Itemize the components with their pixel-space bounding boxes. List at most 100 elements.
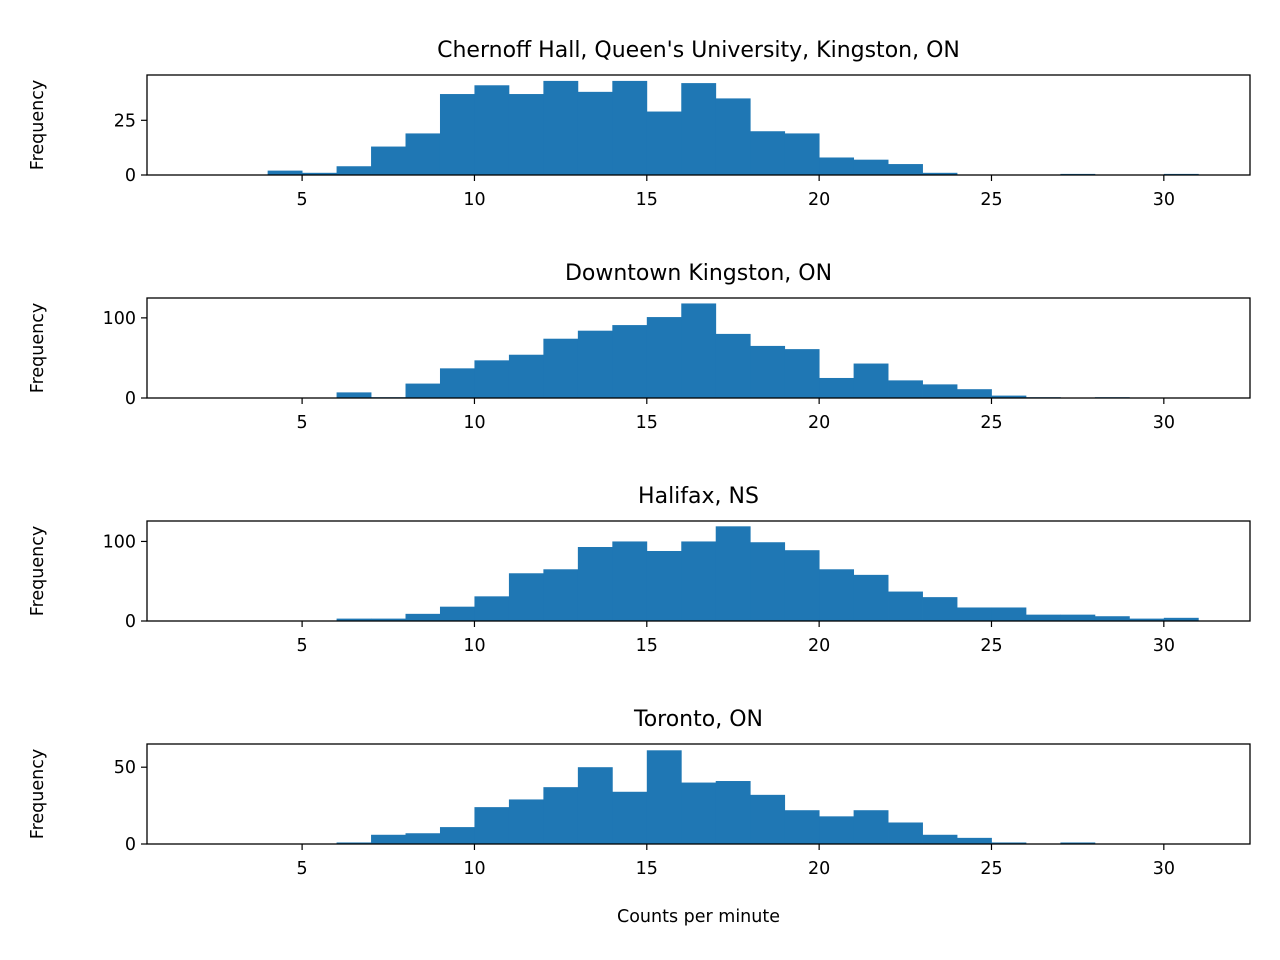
histogram-bar [302,172,337,175]
histogram-bar [405,383,441,398]
histogram-bar [646,550,682,621]
histogram-bar [750,131,786,175]
y-axis-label: Frequency [28,749,48,839]
histogram-bar [439,827,475,844]
histogram-bar [957,607,992,621]
histogram-bar [612,325,648,398]
axes-frame [146,520,1251,622]
histogram-bar [612,791,648,844]
histogram-bar [819,569,855,621]
histogram-bar [715,333,751,398]
x-tick-label: 25 [980,636,1002,656]
histogram-bar [543,338,579,398]
histogram-bar [681,303,717,398]
histogram-bar [577,330,613,398]
histogram-bar [336,618,372,621]
y-axis-label: Frequency [28,526,48,616]
histogram-bar [681,782,717,844]
x-tick-label: 20 [808,859,830,879]
x-tick-label: 20 [808,190,830,210]
histogram-bar [853,363,889,398]
histogram-bar [508,354,544,398]
histogram-bar [646,111,682,175]
y-tick-label: 50 [114,758,136,778]
x-tick-label: 10 [463,636,485,656]
histogram-bar [1025,614,1061,621]
histogram-bar [508,573,544,621]
histogram-bar [991,607,1027,621]
histogram-bar [888,164,923,175]
histogram-bar [922,834,958,844]
histogram-bar [715,526,751,621]
x-tick-label: 30 [1153,190,1175,210]
chart-panel-4: 5 10 15 20 25 30 0 50 Toronto, ON Frequency Counts… [28,707,1251,927]
x-tick-label: 10 [463,413,485,433]
x-tick-label: 30 [1153,413,1175,433]
histogram-bar [474,85,510,175]
histogram-bar [991,395,1027,398]
histogram-bar [577,767,613,844]
histogram-bar [750,542,786,621]
histogram-bar [784,133,820,175]
histogram-bar [991,842,1027,844]
histogram-bar [371,618,406,621]
histogram-bar [853,574,889,621]
x-tick-label: 10 [463,190,485,210]
x-tick-label: 10 [463,859,485,879]
histogram-bar [405,133,441,175]
histogram-bar [922,384,958,398]
histogram-bar [371,834,406,844]
histogram-bar [1129,618,1165,621]
histogram-bar [508,799,544,844]
x-tick-label: 25 [980,413,1002,433]
y-tick-label: 0 [125,835,136,855]
histogram-bar [474,596,510,621]
chart-title: Chernoff Hall, Queen's University, Kings… [437,38,960,63]
histogram-bar [681,83,717,175]
y-tick-label: 100 [103,309,136,329]
histogram-bar [1163,617,1199,621]
chart-title: Toronto, ON [633,707,763,732]
histogram-bar [405,833,441,844]
x-tick-label: 25 [980,859,1002,879]
histogram-bar [888,822,923,844]
x-tick-label: 20 [808,636,830,656]
bars-group [336,750,1096,844]
histogram-bar [750,345,786,398]
y-tick-label: 0 [125,166,136,186]
chart-panel-3: 5 10 15 20 25 30 0 100 Halifax, NS Frequency [28,484,1251,656]
histogram-bar [336,392,372,398]
histogram-bar [336,842,372,844]
axes-frame [146,74,1251,176]
histogram-bar [439,94,475,175]
histogram-bar [612,541,648,621]
chart-panel-1: 5 10 15 20 25 30 0 25 Chernoff Hall, Queen's Uni… [28,38,1251,210]
histogram-bar [577,547,613,621]
histogram-bar [612,80,648,175]
bars-group [336,303,1130,398]
histogram-bar [646,317,682,398]
x-tick-label: 5 [297,190,308,210]
histogram-bar [543,80,579,175]
histogram-bar [819,816,855,844]
axes-frame [146,743,1251,845]
histogram-bar [543,569,579,621]
y-tick-label: 100 [103,532,136,552]
x-tick-label: 15 [636,636,658,656]
x-axis-label: Counts per minute [617,907,780,927]
x-tick-label: 30 [1153,636,1175,656]
histogram-bar [922,172,958,175]
histogram-bar [957,837,992,844]
histogram-bar [508,94,544,175]
y-tick-label: 0 [125,612,136,632]
y-tick-label: 0 [125,389,136,409]
x-tick-label: 25 [980,190,1002,210]
x-tick-label: 5 [297,413,308,433]
histogram-bar [577,91,613,175]
histogram-bar [1094,616,1130,621]
histogram-bar [1060,842,1096,844]
histogram-bar [819,157,855,175]
histogram-bar [853,159,889,175]
chart-title: Halifax, NS [638,484,759,509]
